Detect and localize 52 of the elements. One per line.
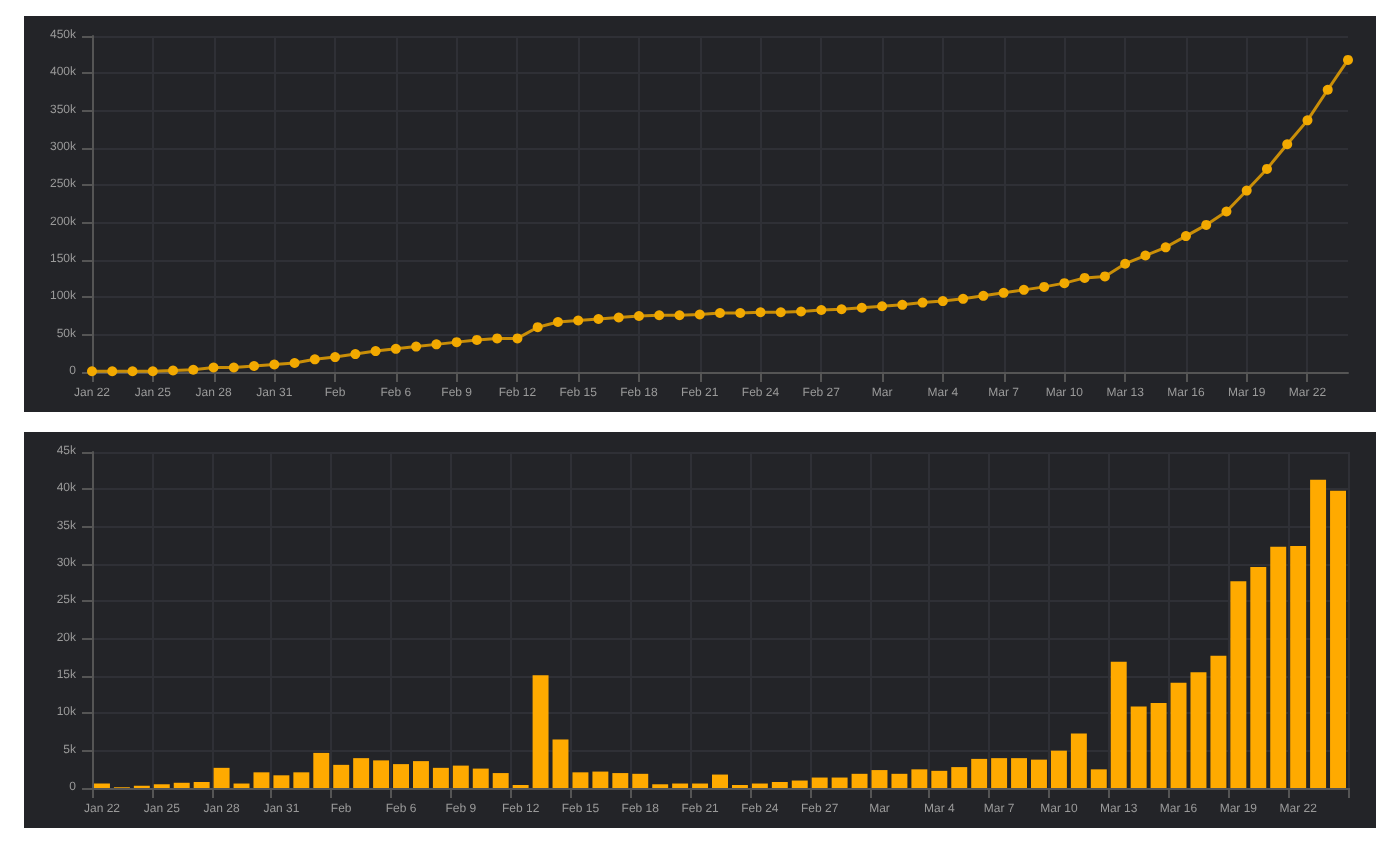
bar xyxy=(213,767,230,788)
bar xyxy=(472,768,489,788)
bar xyxy=(1090,769,1107,788)
bar xyxy=(632,773,649,788)
bar xyxy=(1070,733,1087,788)
bar xyxy=(373,760,390,788)
bar xyxy=(891,773,908,788)
bar xyxy=(771,782,788,788)
bar xyxy=(273,775,290,788)
bar xyxy=(1270,546,1287,788)
bar xyxy=(572,772,589,788)
bar xyxy=(412,761,429,788)
bar xyxy=(811,777,828,788)
bar xyxy=(612,773,629,788)
bar xyxy=(951,767,968,788)
bar xyxy=(393,764,409,788)
bar xyxy=(432,767,449,788)
bar xyxy=(1150,702,1167,788)
bar xyxy=(1190,672,1207,788)
bar xyxy=(1290,546,1307,788)
bar xyxy=(851,773,868,788)
bar xyxy=(532,675,549,788)
bar xyxy=(791,780,808,788)
bar xyxy=(871,770,888,788)
bar xyxy=(712,774,728,788)
bar xyxy=(1050,750,1067,788)
bar xyxy=(552,739,569,788)
bar xyxy=(1210,655,1227,788)
bar xyxy=(333,764,350,788)
bar xyxy=(931,770,948,788)
bar xyxy=(1011,758,1028,788)
bar xyxy=(831,777,848,788)
bar xyxy=(1230,581,1247,788)
bar xyxy=(1031,759,1047,788)
bar xyxy=(492,773,509,788)
bar xyxy=(911,769,928,788)
bar xyxy=(452,765,469,788)
bar xyxy=(253,772,270,788)
bar xyxy=(293,772,310,788)
bar xyxy=(971,758,988,788)
bar xyxy=(991,758,1008,788)
bar xyxy=(1330,490,1347,788)
bar xyxy=(193,782,210,788)
bar xyxy=(1310,479,1327,788)
bar xyxy=(173,782,190,788)
bar xyxy=(1170,682,1187,788)
bar xyxy=(1250,566,1267,788)
bar xyxy=(1130,706,1147,788)
bar xyxy=(353,758,370,788)
bar xyxy=(1110,661,1127,788)
bar xyxy=(313,752,330,788)
bar xyxy=(592,771,609,788)
